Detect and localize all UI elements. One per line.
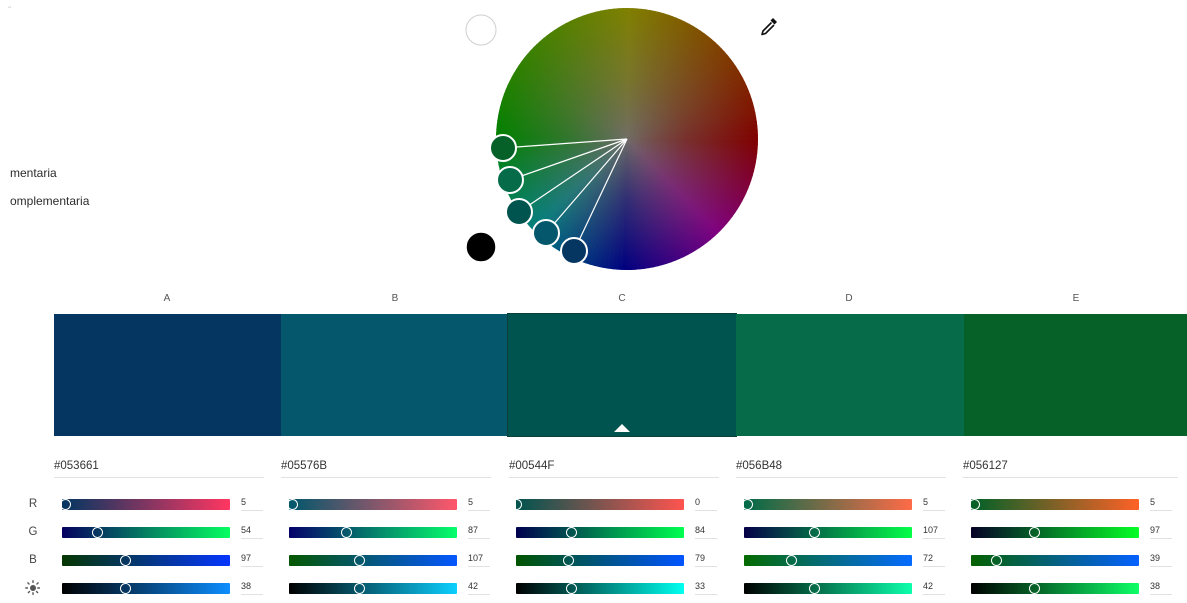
slider-thumb[interactable] bbox=[92, 527, 104, 538]
color-wheel-area bbox=[465, 8, 777, 270]
hex-field-a[interactable]: #053661 bbox=[54, 460, 264, 478]
value-field-r-b[interactable]: 5 bbox=[468, 497, 490, 511]
slider-g-e[interactable] bbox=[971, 527, 1139, 538]
value-field-g-d[interactable]: 107 bbox=[923, 525, 945, 539]
slider-g-d[interactable] bbox=[744, 527, 912, 538]
slider-b-a[interactable] bbox=[62, 555, 230, 566]
slider-thumb[interactable] bbox=[120, 583, 132, 594]
hex-field-e[interactable]: #056127 bbox=[963, 460, 1178, 478]
slider-r-a[interactable] bbox=[59, 499, 230, 510]
value-field-g-c[interactable]: 84 bbox=[695, 525, 717, 539]
value-field-g-b[interactable]: 87 bbox=[468, 525, 490, 539]
value-field-r-e[interactable]: 5 bbox=[1150, 497, 1172, 511]
wheel-handle-e[interactable] bbox=[489, 134, 517, 162]
slider-thumb[interactable] bbox=[510, 499, 522, 510]
slider-r-c[interactable] bbox=[510, 499, 684, 510]
wheel-handle-b[interactable] bbox=[532, 219, 560, 247]
slider-b-b[interactable] bbox=[289, 555, 457, 566]
slider-g-b[interactable] bbox=[289, 527, 457, 538]
value-field-brightness-d[interactable]: 42 bbox=[923, 581, 945, 595]
column-letter-c: C bbox=[618, 293, 626, 304]
slider-r-b[interactable] bbox=[286, 499, 457, 510]
slider-thumb[interactable] bbox=[565, 527, 577, 538]
rule-item-split-complementaria[interactable]: omplementaria bbox=[10, 194, 90, 208]
slider-r-d[interactable] bbox=[741, 499, 912, 510]
slider-thumb[interactable] bbox=[354, 583, 366, 594]
slider-thumb[interactable] bbox=[120, 555, 132, 566]
eyedropper-icon[interactable] bbox=[761, 18, 777, 36]
slider-brightness-c[interactable] bbox=[516, 583, 684, 594]
white-swatch-circle[interactable] bbox=[465, 14, 497, 46]
slider-brightness-b[interactable] bbox=[289, 583, 457, 594]
swatch-c[interactable] bbox=[507, 313, 737, 437]
value-field-r-c[interactable]: 0 bbox=[695, 497, 717, 511]
slider-b-e[interactable] bbox=[971, 555, 1139, 566]
value-field-brightness-a[interactable]: 38 bbox=[241, 581, 263, 595]
value-field-brightness-b[interactable]: 42 bbox=[468, 581, 490, 595]
slider-brightness-e[interactable] bbox=[971, 583, 1139, 594]
swatch-b[interactable] bbox=[281, 314, 508, 436]
value-field-b-c[interactable]: 79 bbox=[695, 553, 717, 567]
corner-glyph: ᵔ bbox=[8, 4, 12, 14]
slider-brightness-d[interactable] bbox=[744, 583, 912, 594]
slider-thumb[interactable] bbox=[785, 555, 797, 566]
value-field-brightness-e[interactable]: 38 bbox=[1150, 581, 1172, 595]
value-field-r-d[interactable]: 5 bbox=[923, 497, 945, 511]
column-letter-b: B bbox=[391, 293, 399, 304]
slider-thumb[interactable] bbox=[1029, 527, 1041, 538]
slider-thumb[interactable] bbox=[809, 583, 821, 594]
hex-field-c[interactable]: #00544F bbox=[509, 460, 719, 478]
column-letter-a: A bbox=[163, 293, 171, 304]
active-swatch-indicator bbox=[614, 424, 630, 432]
wheel-handle-c[interactable] bbox=[505, 198, 533, 226]
value-field-b-d[interactable]: 72 bbox=[923, 553, 945, 567]
row-label-b: B bbox=[29, 554, 37, 566]
value-field-brightness-c[interactable]: 33 bbox=[695, 581, 717, 595]
wheel-handle-a[interactable] bbox=[560, 237, 588, 265]
slider-g-a[interactable] bbox=[62, 527, 230, 538]
slider-thumb[interactable] bbox=[340, 527, 352, 538]
slider-r-e[interactable] bbox=[968, 499, 1139, 510]
value-field-b-a[interactable]: 97 bbox=[241, 553, 263, 567]
wheel-connector-lines bbox=[502, 138, 628, 252]
slider-thumb[interactable] bbox=[565, 583, 577, 594]
hex-field-b[interactable]: #05576B bbox=[281, 460, 491, 478]
slider-thumb[interactable] bbox=[353, 555, 365, 566]
wheel-handle-d[interactable] bbox=[496, 166, 524, 194]
hex-field-d[interactable]: #056B48 bbox=[736, 460, 946, 478]
slider-thumb[interactable] bbox=[59, 499, 71, 510]
value-field-g-e[interactable]: 97 bbox=[1150, 525, 1172, 539]
column-letter-d: D bbox=[845, 293, 853, 304]
rule-item-complementaria[interactable]: mentaria bbox=[10, 166, 57, 180]
value-field-g-a[interactable]: 54 bbox=[241, 525, 263, 539]
black-swatch-circle[interactable] bbox=[465, 231, 497, 263]
swatch-e[interactable] bbox=[964, 314, 1187, 436]
value-field-b-e[interactable]: 39 bbox=[1150, 553, 1172, 567]
column-letter-e: E bbox=[1072, 293, 1080, 304]
slider-b-d[interactable] bbox=[744, 555, 912, 566]
slider-thumb[interactable] bbox=[991, 555, 1003, 566]
slider-thumb[interactable] bbox=[286, 499, 298, 510]
row-label-g: G bbox=[28, 526, 38, 538]
slider-b-c[interactable] bbox=[516, 555, 684, 566]
sun-icon bbox=[25, 580, 41, 596]
swatch-d[interactable] bbox=[736, 314, 964, 436]
swatch-a[interactable] bbox=[54, 314, 281, 436]
value-field-b-b[interactable]: 107 bbox=[468, 553, 490, 567]
slider-thumb[interactable] bbox=[808, 527, 820, 538]
slider-thumb[interactable] bbox=[741, 499, 753, 510]
value-field-r-a[interactable]: 5 bbox=[241, 497, 263, 511]
slider-thumb[interactable] bbox=[562, 555, 574, 566]
slider-brightness-a[interactable] bbox=[62, 583, 230, 594]
slider-thumb[interactable] bbox=[1029, 583, 1041, 594]
row-label-r: R bbox=[28, 498, 38, 510]
slider-g-c[interactable] bbox=[516, 527, 684, 538]
slider-thumb[interactable] bbox=[968, 499, 980, 510]
